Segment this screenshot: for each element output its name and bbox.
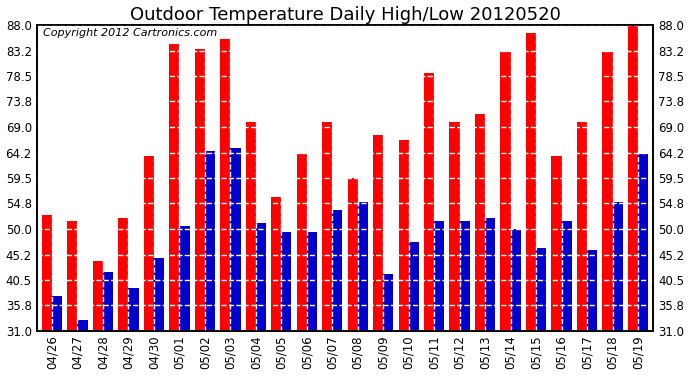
Bar	[103, 272, 113, 331]
Title: Outdoor Temperature Daily High/Low 20120520: Outdoor Temperature Daily High/Low 20120…	[130, 6, 560, 24]
Bar	[460, 221, 470, 331]
Bar	[118, 218, 128, 331]
Bar	[383, 274, 393, 331]
Bar	[297, 154, 307, 331]
Bar	[485, 218, 495, 331]
Bar	[42, 216, 52, 331]
Bar	[179, 226, 190, 331]
Bar	[271, 196, 282, 331]
Bar	[128, 288, 139, 331]
Bar	[77, 320, 88, 331]
Bar	[500, 52, 511, 331]
Bar	[408, 242, 419, 331]
Bar	[52, 296, 62, 331]
Bar	[154, 258, 164, 331]
Text: Copyright 2012 Cartronics.com: Copyright 2012 Cartronics.com	[43, 28, 217, 38]
Bar	[511, 229, 521, 331]
Bar	[587, 250, 598, 331]
Bar	[449, 122, 460, 331]
Bar	[613, 202, 623, 331]
Bar	[399, 140, 408, 331]
Bar	[424, 74, 434, 331]
Bar	[282, 231, 291, 331]
Bar	[92, 261, 103, 331]
Bar	[220, 39, 230, 331]
Bar	[357, 202, 368, 331]
Bar	[536, 248, 546, 331]
Bar	[602, 52, 613, 331]
Bar	[67, 221, 77, 331]
Bar	[205, 151, 215, 331]
Bar	[256, 224, 266, 331]
Bar	[230, 148, 241, 331]
Bar	[562, 221, 572, 331]
Bar	[434, 221, 444, 331]
Bar	[638, 154, 648, 331]
Bar	[348, 178, 357, 331]
Bar	[373, 135, 383, 331]
Bar	[246, 122, 256, 331]
Bar	[551, 156, 562, 331]
Bar	[526, 33, 536, 331]
Bar	[169, 44, 179, 331]
Bar	[475, 114, 485, 331]
Bar	[628, 25, 638, 331]
Bar	[333, 210, 342, 331]
Bar	[144, 156, 154, 331]
Bar	[195, 49, 205, 331]
Bar	[322, 122, 333, 331]
Bar	[307, 231, 317, 331]
Bar	[577, 122, 587, 331]
